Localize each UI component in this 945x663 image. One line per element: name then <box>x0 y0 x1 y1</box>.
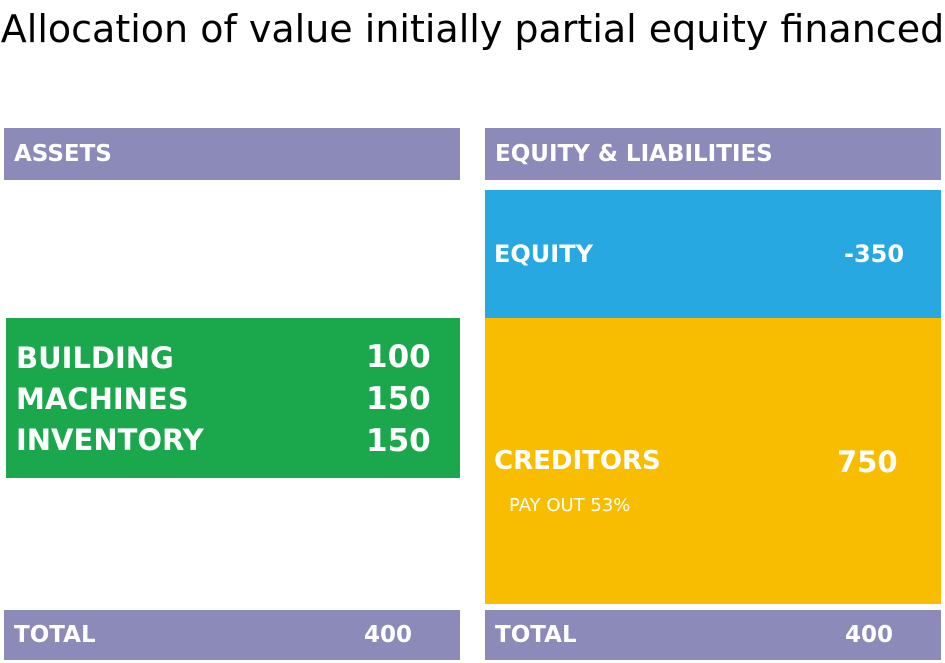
creditors-label: CREDITORS <box>494 446 661 476</box>
asset-label-building: BUILDING <box>16 341 174 375</box>
equity-value: -350 <box>844 240 905 268</box>
liabilities-total-label: TOTAL <box>495 622 577 648</box>
assets-total-value: 400 <box>364 622 413 648</box>
equity-label: EQUITY <box>494 240 593 268</box>
creditors-block: CREDITORS 750 PAY OUT 53% <box>485 318 941 604</box>
page-title: Allocation of value initially partial eq… <box>0 7 945 51</box>
liabilities-header: EQUITY & LIABILITIES <box>485 128 941 180</box>
assets-total-bar: TOTAL 400 <box>4 610 460 660</box>
assets-labels: BUILDING MACHINES INVENTORY <box>16 338 204 461</box>
assets-header: ASSETS <box>4 128 460 180</box>
assets-block: BUILDING MACHINES INVENTORY 100 150 150 <box>6 318 460 478</box>
assets-values: 100 150 150 <box>366 336 431 462</box>
liabilities-total-bar: TOTAL 400 <box>485 610 941 660</box>
asset-value-machines: 150 <box>366 381 431 417</box>
asset-value-building: 100 <box>366 339 431 375</box>
creditors-note: PAY OUT 53% <box>509 495 631 516</box>
equity-block: EQUITY -350 <box>485 190 941 318</box>
creditors-value: 750 <box>837 445 898 479</box>
assets-total-label: TOTAL <box>14 622 96 648</box>
liabilities-total-value: 400 <box>845 622 894 648</box>
asset-label-machines: MACHINES <box>16 382 189 416</box>
asset-label-inventory: INVENTORY <box>16 423 204 457</box>
assets-header-label: ASSETS <box>14 141 112 167</box>
asset-value-inventory: 150 <box>366 423 431 459</box>
liabilities-header-label: EQUITY & LIABILITIES <box>495 141 773 167</box>
